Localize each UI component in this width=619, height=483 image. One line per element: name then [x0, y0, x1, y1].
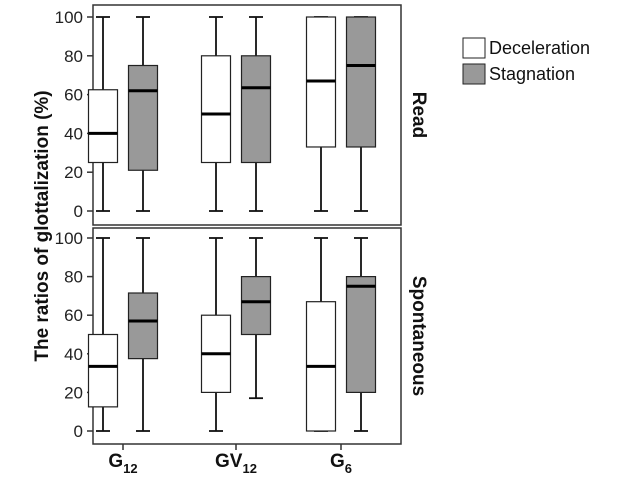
box-stagnation — [345, 16, 377, 212]
y-axis-title: The ratios of glottalization (%) — [32, 90, 53, 361]
y-tick-label: 40 — [64, 345, 83, 364]
box-iqr — [240, 276, 272, 336]
y-tick-label: 60 — [64, 86, 83, 105]
panel-spontaneous: 0 20 40 60 80 100 Spontaneous — [55, 227, 429, 445]
box-deceleration — [305, 16, 337, 212]
x-axis: G12 GV12 G6 — [108, 444, 352, 476]
box-stagnation — [127, 237, 159, 432]
box-iqr — [345, 276, 377, 394]
legend-label: Stagnation — [489, 64, 575, 84]
legend: Deceleration Stagnation — [462, 37, 590, 85]
y-tick-label: 100 — [55, 229, 83, 248]
y-tick-label: 20 — [64, 383, 83, 402]
box-iqr — [127, 64, 159, 171]
panels-group: 0 20 40 60 80 100 Read 0 20 40 60 80 100 Spontaneous — [55, 4, 429, 445]
y-tick-label: 80 — [64, 268, 83, 287]
box-stagnation — [240, 16, 272, 212]
box-deceleration — [200, 237, 232, 432]
legend-swatch — [462, 37, 486, 59]
panel-label: Read — [408, 92, 429, 138]
box-stagnation — [240, 237, 272, 400]
y-tick-label: 0 — [74, 422, 83, 441]
y-tick-label: 60 — [64, 306, 83, 325]
box-deceleration — [200, 16, 232, 212]
box-deceleration — [305, 237, 337, 432]
legend-swatch — [462, 63, 486, 85]
panel-read: 0 20 40 60 80 100 Read — [55, 4, 429, 226]
y-tick-label: 0 — [74, 202, 83, 221]
x-category-label: GV12 — [215, 451, 257, 476]
panel-label: Spontaneous — [408, 276, 429, 396]
box-iqr — [87, 333, 119, 408]
legend-label: Deceleration — [489, 38, 590, 58]
box-iqr — [240, 55, 272, 164]
x-category-label: G6 — [330, 451, 352, 476]
box-iqr — [127, 292, 159, 360]
y-tick-label: 80 — [64, 47, 83, 66]
y-tick-label: 100 — [55, 8, 83, 27]
box-iqr — [345, 16, 377, 148]
box-iqr — [200, 55, 232, 164]
box-deceleration — [87, 16, 119, 212]
box-iqr — [87, 89, 119, 164]
x-category-label: G12 — [108, 451, 137, 476]
box-deceleration — [87, 237, 119, 432]
box-stagnation — [127, 16, 159, 212]
y-tick-label: 20 — [64, 163, 83, 182]
box-stagnation — [345, 237, 377, 432]
y-tick-label: 40 — [64, 124, 83, 143]
